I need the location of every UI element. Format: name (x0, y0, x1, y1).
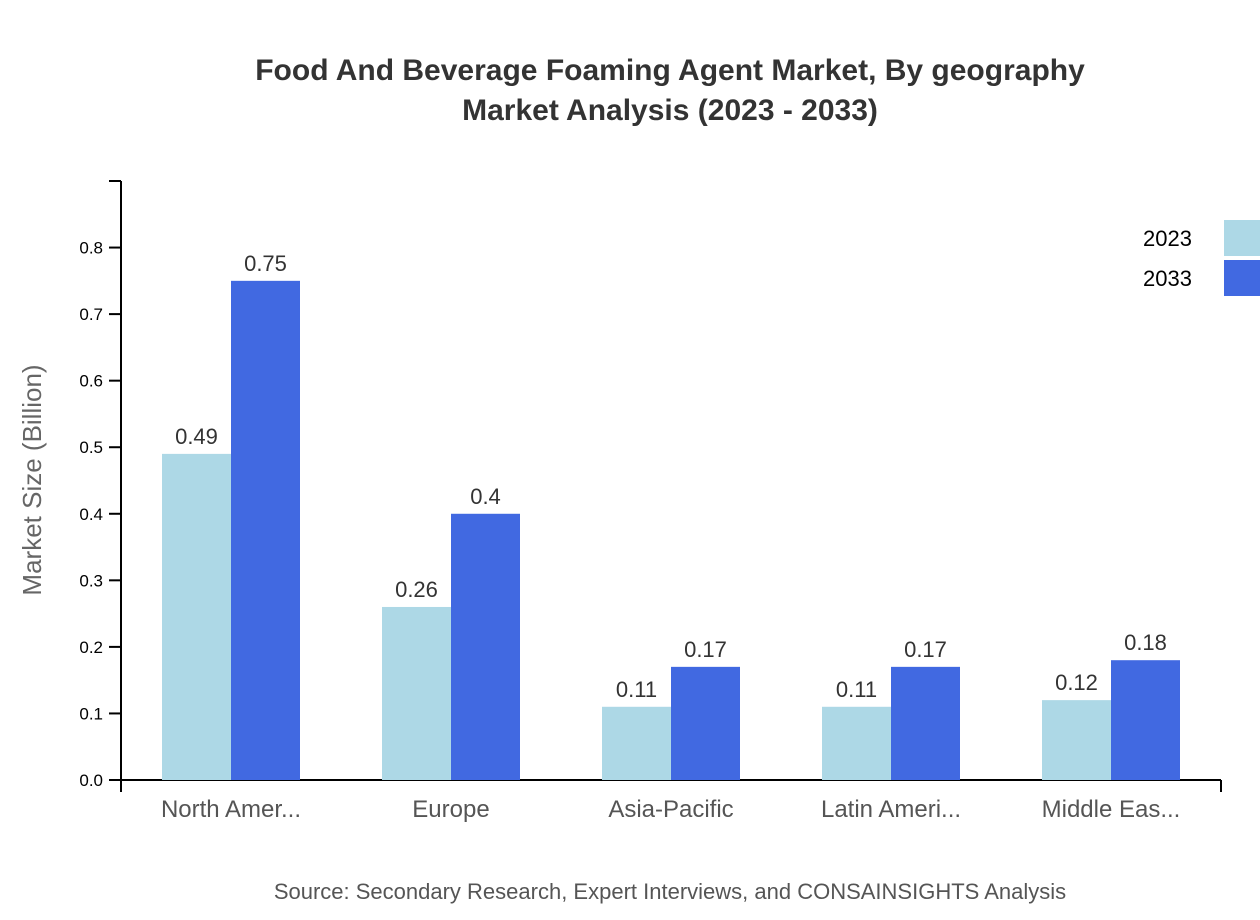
legend-swatch (1224, 220, 1260, 256)
y-tick-label: 0.3 (79, 571, 103, 590)
bar-2033 (451, 513, 520, 780)
data-label: 0.17 (904, 637, 947, 662)
x-tick-label: North Amer... (161, 796, 301, 823)
x-axis: North Amer... Europe Asia-Pacific Latin Ame… (120, 779, 1222, 823)
bar-2023 (382, 606, 451, 780)
bar-2033 (671, 666, 740, 780)
y-tick-label: 0.5 (79, 438, 103, 457)
data-label: 0.18 (1124, 630, 1167, 655)
y-tick-label: 0.7 (79, 305, 103, 324)
bar-2033 (891, 666, 960, 780)
chart-subtitle: Market Analysis (2023 - 2033) (462, 94, 878, 127)
y-tick-label: 0.2 (79, 638, 103, 657)
data-label: 0.11 (836, 677, 877, 702)
bars: 0.49 0.75 0.26 0.4 0.11 0.17 0.11 0.17 0.12 0.18 (162, 251, 1180, 780)
y-axis: 0.0 0.1 0.2 0.3 0.4 0.5 0.6 0.7 0.8 (79, 180, 122, 790)
y-tick-label: 0.0 (79, 771, 103, 790)
bar-2023 (822, 706, 891, 780)
chart-title: Food And Beverage Foaming Agent Market, … (255, 54, 1085, 87)
legend-label: 2023 (1143, 226, 1192, 251)
x-tick-label: Middle Eas... (1042, 796, 1181, 823)
data-label: 0.11 (616, 677, 657, 702)
y-axis-label: Market Size (Billion) (17, 364, 47, 595)
x-tick-label: Asia-Pacific (608, 796, 733, 823)
legend-label: 2033 (1143, 266, 1192, 291)
bar-2023 (602, 706, 671, 780)
bar-2023 (1042, 700, 1111, 780)
legend: 2023 2033 (1143, 220, 1260, 296)
data-label: 0.75 (244, 251, 287, 276)
data-label: 0.12 (1055, 670, 1098, 695)
y-tick-label: 0.1 (79, 704, 103, 723)
source-note: Source: Secondary Research, Expert Inter… (274, 879, 1066, 904)
legend-swatch (1224, 260, 1260, 296)
y-tick-label: 0.4 (79, 505, 103, 524)
x-tick-label: Europe (412, 796, 489, 823)
data-label: 0.17 (684, 637, 727, 662)
data-label: 0.4 (470, 484, 501, 509)
bar-2033 (231, 280, 300, 780)
bar-2033 (1111, 660, 1180, 780)
data-label: 0.26 (395, 577, 438, 602)
data-label: 0.49 (175, 424, 218, 449)
x-tick-label: Latin Ameri... (821, 796, 961, 823)
bar-2023 (162, 453, 231, 780)
y-tick-label: 0.8 (79, 239, 103, 258)
y-tick-label: 0.6 (79, 372, 103, 391)
